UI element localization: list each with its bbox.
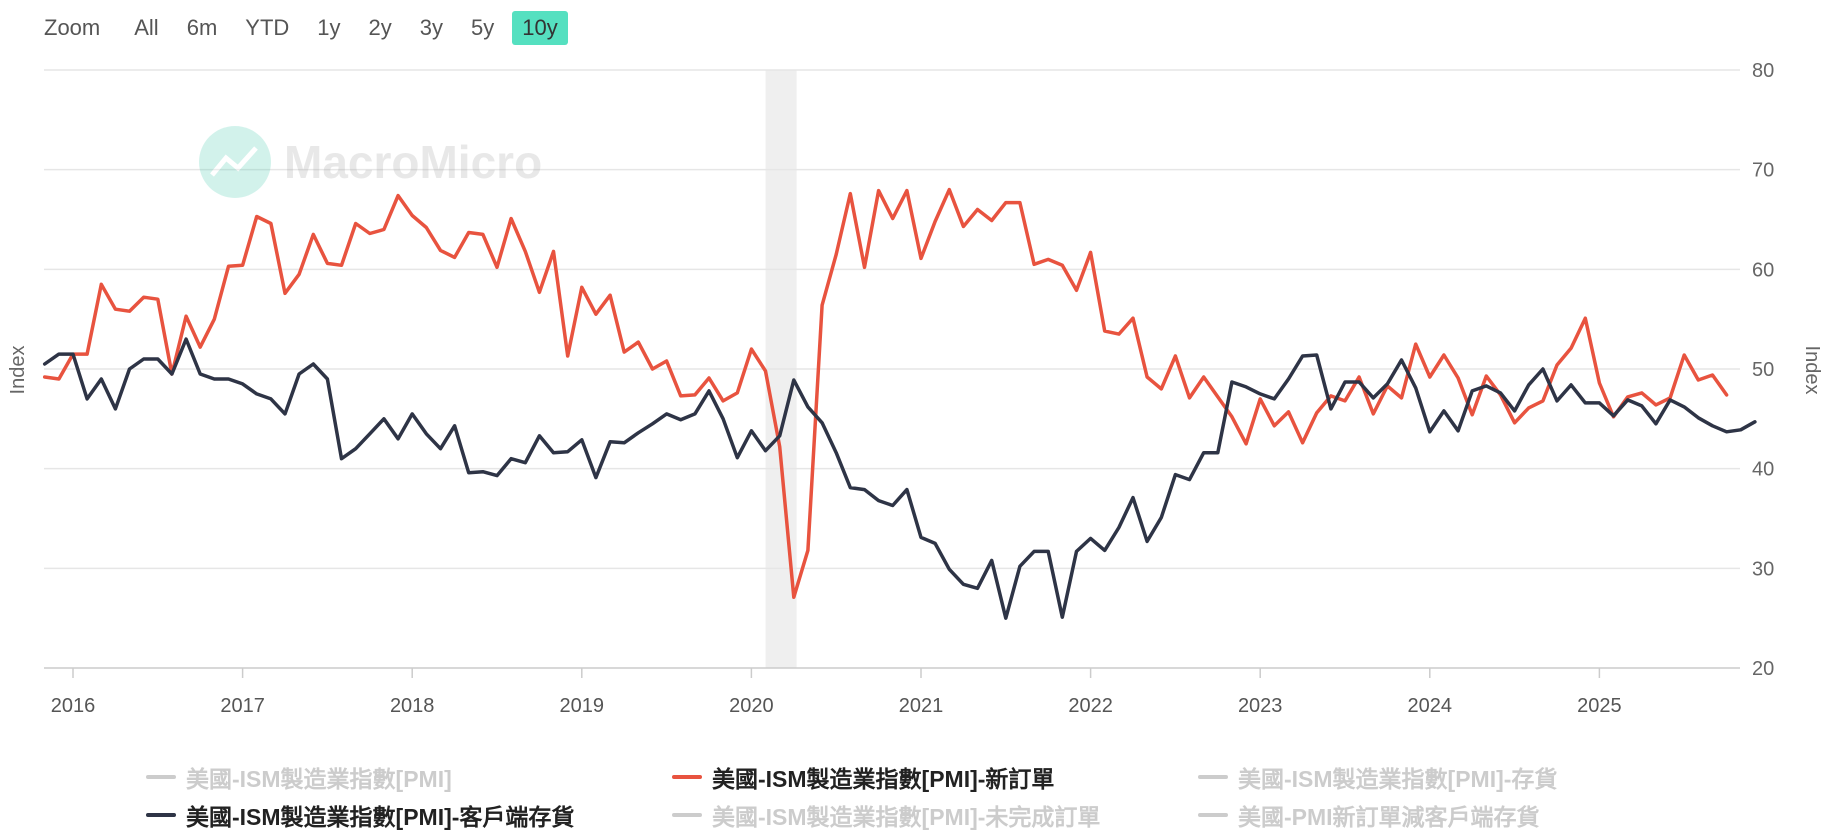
y-axis: 20 30 40 50 60 70 80 (1752, 60, 1774, 680)
right-axis-label: Index (1801, 346, 1823, 395)
x-tick-label: 2022 (1068, 695, 1113, 717)
legend-item-backlog[interactable]: 美國-ISM製造業指數[PMI]-未完成訂單 (672, 798, 1100, 832)
x-tick-label: 2020 (729, 695, 774, 717)
y-tick-label: 30 (1752, 558, 1774, 580)
x-tick-label: 2025 (1577, 695, 1622, 717)
x-tick-label: 2016 (51, 695, 96, 717)
legend-item-inventories[interactable]: 美國-ISM製造業指數[PMI]-存貨 (1198, 760, 1557, 794)
zoom-1y-button[interactable]: 1y (317, 15, 341, 40)
zoom-2y-button[interactable]: 2y (368, 15, 392, 40)
legend-swatch (146, 813, 176, 817)
zoom-6m-button[interactable]: 6m (186, 15, 218, 40)
zoom-ytd-button[interactable]: YTD (245, 15, 290, 40)
y-tick-label: 60 (1752, 259, 1774, 281)
legend-item-spread[interactable]: 美國-PMI新訂單減客戶端存貨 (1198, 798, 1540, 832)
legend-swatch (146, 775, 176, 779)
series-lines (42, 187, 1757, 620)
legend-swatch (672, 813, 702, 817)
watermark: MacroMicro (199, 126, 542, 198)
x-axis: 2016 2017 2018 2019 2020 2021 2022 2023 2024 2025 (51, 668, 1622, 717)
legend-item-customer-inventories[interactable]: 美國-ISM製造業指數[PMI]-客戶端存貨 (146, 798, 574, 832)
y-tick-label: 70 (1752, 160, 1774, 182)
legend-label: 美國-ISM製造業指數[PMI] (186, 766, 452, 792)
y-tick-label: 40 (1752, 459, 1774, 481)
zoom-all-button[interactable]: All (134, 15, 159, 40)
legend-label: 美國-ISM製造業指數[PMI]-客戶端存貨 (186, 804, 575, 830)
legend-swatch (1198, 813, 1228, 817)
watermark-logo-icon (199, 126, 271, 198)
x-tick-label: 2017 (220, 695, 265, 717)
zoom-5y-button[interactable]: 5y (471, 15, 495, 40)
legend-swatch (672, 775, 702, 779)
legend-swatch (1198, 775, 1228, 779)
zoom-3y-button[interactable]: 3y (419, 15, 444, 40)
y-tick-label: 20 (1752, 658, 1774, 680)
legend: 美國-ISM製造業指數[PMI] 美國-ISM製造業指數[PMI]-新訂單 美國… (0, 748, 1832, 837)
legend-label: 美國-PMI新訂單減客戶端存貨 (1238, 804, 1540, 830)
series-line-customer-inventories (42, 337, 1757, 620)
x-tick-label: 2018 (390, 695, 435, 717)
legend-label: 美國-ISM製造業指數[PMI]-新訂單 (712, 766, 1055, 792)
x-tick-label: 2021 (899, 695, 944, 717)
legend-item-pmi[interactable]: 美國-ISM製造業指數[PMI] (146, 760, 452, 794)
grid-lines (44, 69, 1740, 669)
zoom-label: Zoom (44, 15, 101, 40)
watermark-chart-icon (210, 146, 258, 177)
legend-label: 美國-ISM製造業指數[PMI]-存貨 (1238, 766, 1558, 792)
x-tick-label: 2024 (1408, 695, 1453, 717)
x-tick-label: 2023 (1238, 695, 1283, 717)
watermark-text: MacroMicro (284, 136, 542, 188)
x-tick-label: 2019 (560, 695, 605, 717)
y-tick-label: 80 (1752, 60, 1774, 82)
legend-label: 美國-ISM製造業指數[PMI]-未完成訂單 (712, 804, 1101, 830)
legend-item-new-orders[interactable]: 美國-ISM製造業指數[PMI]-新訂單 (672, 760, 1054, 794)
zoom-bar: Zoom All 6m YTD 1y 2y 3y 5y 10y (44, 8, 576, 48)
zoom-10y-button[interactable]: 10y (512, 11, 568, 45)
left-axis-label: Index (7, 346, 29, 395)
series-line-new-orders (42, 187, 1729, 599)
y-tick-label: 50 (1752, 359, 1774, 381)
